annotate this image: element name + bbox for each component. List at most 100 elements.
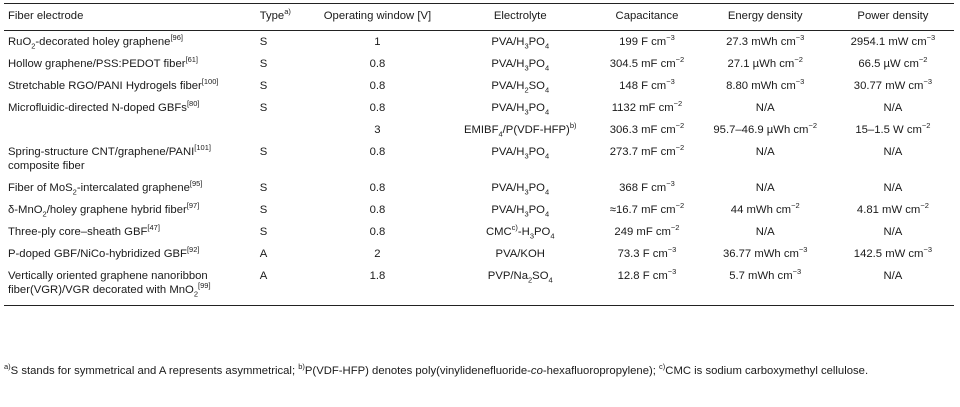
cell-operating-window: 0.8 bbox=[369, 226, 386, 238]
cell-fiber-electrode: Fiber of MoS2-intercalated graphene[95] bbox=[8, 179, 203, 197]
cell-capacitance: 1132 mF cm−2 bbox=[611, 99, 683, 114]
table-row: δ-MnO2/holey graphene hybrid fiber[97] S 0… bbox=[4, 199, 954, 221]
cell-energy-density: N/A bbox=[755, 182, 775, 194]
header-type: Typea) bbox=[255, 3, 310, 31]
performance-table: Fiber electrode Typea) Operating window … bbox=[4, 3, 954, 306]
cell-type: S bbox=[259, 102, 268, 114]
cell-electrolyte: CMCc)-H3PO4 bbox=[485, 223, 555, 241]
cell-power-density: 30.77 mW cm−3 bbox=[853, 77, 933, 92]
cell-energy-density: 36.77 mWh cm−3 bbox=[722, 245, 808, 260]
cell-electrolyte: PVA/H3PO4 bbox=[491, 146, 550, 161]
header-energy-density: Energy density bbox=[698, 3, 832, 31]
cell-type: S bbox=[259, 226, 268, 238]
cell-fiber-electrode bbox=[4, 119, 256, 141]
cell-electrolyte: PVA/H3PO4 bbox=[491, 36, 550, 51]
cell-energy-density: 8.80 mWh cm−3 bbox=[726, 77, 805, 92]
header-type-note: a) bbox=[284, 7, 291, 17]
cell-type: A bbox=[255, 265, 310, 306]
table-row: Microfluidic-directed N-doped GBFs[80] S 0… bbox=[4, 97, 954, 119]
cell-type bbox=[256, 119, 310, 141]
table-row: Fiber of MoS2-intercalated graphene[95] S… bbox=[4, 177, 954, 199]
header-power-density: Power density bbox=[831, 3, 954, 31]
header-electrolyte: Electrolyte bbox=[445, 3, 596, 31]
cell-capacitance: 368 F cm−3 bbox=[619, 179, 675, 194]
cell-energy-density: N/A bbox=[755, 226, 775, 238]
table-row: P-doped GBF/NiCo-hybridized GBF[92] A 2 PVA… bbox=[4, 243, 954, 265]
cell-fiber-electrode: δ-MnO2/holey graphene hybrid fiber[97] bbox=[8, 201, 200, 219]
cell-operating-window: 1.8 bbox=[309, 265, 446, 306]
cell-operating-window: 0.8 bbox=[369, 204, 386, 216]
cell-power-density: 142.5 mW cm−3 bbox=[853, 245, 933, 260]
cell-operating-window: 0.8 bbox=[369, 102, 386, 114]
cell-fiber-electrode: Three-ply core–sheath GBF[47] bbox=[8, 223, 160, 238]
table-row: RuO2-decorated holey graphene[96] S 1 PVA/H… bbox=[4, 31, 954, 54]
cell-operating-window: 0.8 bbox=[369, 146, 386, 158]
table-row: 3 EMIBF4/P(VDF-HFP)b) 306.3 mF cm−2 95.7–46… bbox=[4, 119, 954, 141]
cell-electrolyte: EMIBF4/P(VDF-HFP)b) bbox=[463, 121, 577, 139]
cell-operating-window: 2 bbox=[374, 248, 381, 260]
table-header: Fiber electrode Typea) Operating window … bbox=[4, 3, 954, 31]
cell-operating-window: 1 bbox=[374, 36, 381, 48]
cell-power-density: 15–1.5 W cm−2 bbox=[855, 121, 931, 136]
cell-energy-density: 95.7–46.9 µWh cm−2 bbox=[713, 121, 818, 136]
cell-capacitance: 73.3 F cm−3 bbox=[617, 245, 677, 260]
cell-type: S bbox=[259, 36, 268, 48]
cell-energy-density: 27.3 mWh cm−3 bbox=[726, 33, 805, 48]
cell-fiber-electrode: Spring-structure CNT/graphene/PANI[101] c… bbox=[8, 143, 211, 172]
cell-type: S bbox=[259, 146, 268, 158]
header-capacitance: Capacitance bbox=[595, 3, 699, 31]
cell-fiber-electrode: P-doped GBF/NiCo-hybridized GBF[92] bbox=[8, 245, 200, 260]
cell-power-density: N/A bbox=[883, 182, 903, 194]
cell-type: S bbox=[259, 204, 268, 216]
cell-fiber-electrode: Vertically oriented graphene nanoribbon f… bbox=[4, 265, 256, 306]
table-row: Vertically oriented graphene nanoribbon f… bbox=[4, 265, 954, 306]
cell-operating-window: 0.8 bbox=[369, 80, 386, 92]
cell-operating-window: 0.8 bbox=[369, 58, 386, 70]
cell-capacitance: 12.8 F cm−3 bbox=[595, 265, 699, 306]
cell-electrolyte: PVA/KOH bbox=[495, 248, 545, 260]
cell-power-density: N/A bbox=[883, 146, 903, 158]
cell-fiber-electrode: Microfluidic-directed N-doped GBFs[80] bbox=[8, 99, 200, 114]
cell-electrolyte: PVA/H3PO4 bbox=[491, 204, 550, 219]
cell-energy-density: 44 mWh cm−2 bbox=[730, 201, 800, 216]
cell-energy-density: 27.1 µWh cm−2 bbox=[727, 55, 803, 70]
header-fiber-electrode: Fiber electrode bbox=[4, 3, 256, 31]
table-row: Stretchable RGO/PANI Hydrogels fiber[100… bbox=[4, 75, 954, 97]
cell-capacitance: 148 F cm−3 bbox=[619, 77, 675, 92]
cell-type: A bbox=[259, 248, 268, 260]
table-row: Three-ply core–sheath GBF[47] S 0.8 CMCc)-H… bbox=[4, 221, 954, 243]
cell-power-density: N/A bbox=[883, 102, 903, 114]
cell-energy-density: 5.7 mWh cm−3 bbox=[698, 265, 832, 306]
cell-electrolyte: PVA/H2SO4 bbox=[491, 80, 550, 95]
cell-power-density: 4.81 mW cm−2 bbox=[856, 201, 929, 216]
header-row: Fiber electrode Typea) Operating window … bbox=[4, 3, 954, 31]
cell-fiber-electrode: Stretchable RGO/PANI Hydrogels fiber[100… bbox=[8, 77, 219, 92]
header-operating-window: Operating window [V] bbox=[309, 3, 446, 31]
cell-power-density: N/A bbox=[883, 226, 903, 238]
cell-fiber-electrode: Hollow graphene/PSS:PEDOT fiber[61] bbox=[8, 55, 199, 70]
cell-operating-window: 0.8 bbox=[369, 182, 386, 194]
cell-type: S bbox=[259, 80, 268, 92]
cell-power-density: N/A bbox=[831, 265, 954, 306]
cell-energy-density: N/A bbox=[755, 102, 775, 114]
cell-electrolyte: PVA/H3PO4 bbox=[491, 182, 550, 197]
cell-type: S bbox=[259, 182, 268, 194]
table-body: RuO2-decorated holey graphene[96] S 1 PVA/H… bbox=[4, 31, 954, 306]
cell-electrolyte: PVA/H3PO4 bbox=[491, 58, 550, 73]
cell-capacitance: ≈16.7 mF cm−2 bbox=[609, 201, 685, 216]
cell-capacitance: 273.7 mF cm−2 bbox=[609, 143, 685, 158]
cell-power-density: 2954.1 mW cm−3 bbox=[850, 33, 936, 48]
table-footnote: a)S stands for symmetrical and A represe… bbox=[4, 362, 869, 377]
cell-energy-density: N/A bbox=[755, 146, 775, 158]
cell-capacitance: 306.3 mF cm−2 bbox=[609, 121, 685, 136]
table-row: Spring-structure CNT/graphene/PANI[101] c… bbox=[4, 141, 954, 177]
cell-capacitance: 199 F cm−3 bbox=[619, 33, 675, 48]
cell-capacitance: 304.5 mF cm−2 bbox=[609, 55, 685, 70]
cell-capacitance: 249 mF cm−2 bbox=[614, 223, 680, 238]
cell-electrolyte: PVA/H3PO4 bbox=[491, 102, 550, 117]
cell-electrolyte: PVP/Na2SO4 bbox=[445, 265, 596, 306]
cell-operating-window: 3 bbox=[374, 124, 381, 136]
table-row: Hollow graphene/PSS:PEDOT fiber[61] S 0.8 P… bbox=[4, 53, 954, 75]
cell-power-density: 66.5 µW cm−2 bbox=[858, 55, 928, 70]
